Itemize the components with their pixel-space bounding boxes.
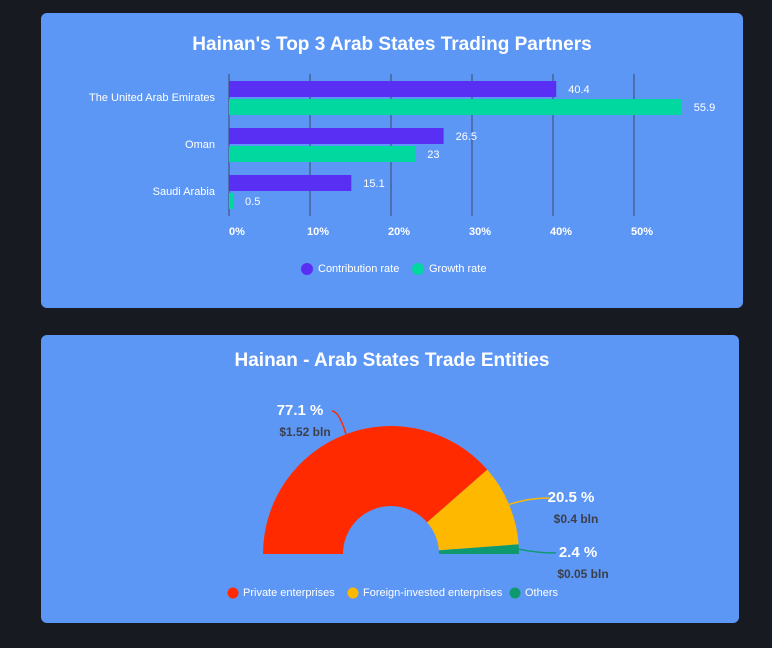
slice	[427, 469, 519, 551]
y-tick-label: Oman	[185, 139, 215, 151]
data-label: 20.5 %	[548, 489, 595, 506]
legend-swatch	[347, 587, 359, 599]
amount-label: $0.4 bln	[554, 512, 599, 526]
slice	[438, 544, 519, 554]
data-label: 26.5	[456, 131, 477, 143]
x-tick-label: 20%	[388, 226, 410, 238]
legend-swatch	[227, 587, 239, 599]
x-tick-label: 30%	[469, 226, 491, 238]
legend-swatch	[509, 587, 521, 599]
x-tick-label: 10%	[307, 226, 329, 238]
chart-title: Hainan's Top 3 Arab States Trading Partn…	[192, 34, 591, 55]
x-tick-label: 50%	[631, 226, 653, 238]
chart-title: Hainan - Arab States Trade Entities	[235, 350, 550, 371]
bar	[229, 128, 444, 144]
leader-line	[331, 410, 347, 435]
data-label: 55.9	[694, 102, 715, 114]
amount-label: $0.05 bln	[557, 567, 608, 581]
data-label: 15.1	[363, 178, 384, 190]
legend-label: Private enterprises	[243, 587, 335, 599]
data-label: 0.5	[245, 196, 260, 208]
data-label: 2.4 %	[559, 544, 597, 561]
x-tick-label: 0%	[229, 226, 245, 238]
legend-label: Others	[525, 587, 559, 599]
legend-swatch	[301, 263, 313, 275]
data-label: 77.1 %	[277, 402, 324, 419]
y-tick-label: The United Arab Emirates	[89, 92, 215, 104]
legend-label: Foreign-invested enterprises	[363, 587, 503, 599]
bar	[229, 146, 416, 162]
y-tick-label: Saudi Arabia	[153, 186, 216, 198]
slice	[263, 426, 488, 554]
legend-label: Contribution rate	[318, 263, 399, 275]
x-tick-label: 40%	[550, 226, 572, 238]
bar	[229, 81, 557, 97]
leader-line	[518, 548, 557, 554]
bar	[229, 193, 234, 209]
leader-line	[508, 497, 550, 506]
amount-label: $1.52 bln	[279, 425, 330, 439]
data-label: 23	[427, 149, 439, 161]
bar	[229, 99, 682, 115]
legend-label: Growth rate	[429, 263, 486, 275]
legend-swatch	[412, 263, 424, 275]
data-label: 40.4	[568, 84, 589, 96]
bar	[229, 175, 352, 191]
